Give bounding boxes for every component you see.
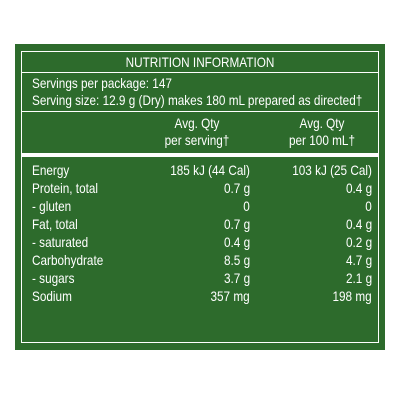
row-value-per-serving: 0.7 g [223,216,250,232]
row-value-per-100ml: 0.4 g [345,180,372,196]
row-value-per-serving: 8.5 g [223,252,250,268]
header-per-serving-line1: Avg. Qty [174,115,220,131]
row-value-per-100ml: 0 [365,198,372,214]
row-value-per-serving: 3.7 g [223,270,250,286]
divider [22,72,378,73]
row-value-per-serving: 357 mg [210,288,250,304]
row-label: - saturated [32,234,89,250]
row-value-per-serving: 0.4 g [223,234,250,250]
row-label: - sugars [32,270,75,286]
row-label: Fat, total [32,216,78,232]
row-label: Protein, total [32,180,99,196]
row-value-per-100ml: 0.4 g [345,216,372,232]
divider [22,111,378,112]
row-value-per-100ml: 0.2 g [345,234,372,250]
header-per-100ml-line2: per 100 mL† [288,132,356,148]
row-value-per-100ml: 103 kJ (25 Cal) [292,162,372,178]
nutrition-table: NUTRITION INFORMATION Servings per packa… [21,51,379,343]
header-per-100ml-line1: Avg. Qty [299,115,345,131]
header-divider-thick [22,153,378,157]
row-value-per-100ml: 4.7 g [345,252,372,268]
row-label: Carbohydrate [32,252,104,268]
row-value-per-serving: 0 [243,198,250,214]
row-label: Sodium [32,288,72,304]
header-per-serving-line2: per serving† [164,132,230,148]
table-title: NUTRITION INFORMATION [125,54,275,70]
row-label: Energy [32,162,70,178]
row-value-per-serving: 185 kJ (44 Cal) [170,162,250,178]
nutrition-panel: NUTRITION INFORMATION Servings per packa… [15,44,385,350]
serving-size: Serving size: 12.9 g (Dry) makes 180 mL … [32,92,363,108]
row-value-per-serving: 0.7 g [223,180,250,196]
row-label: - gluten [32,198,72,214]
servings-per-package: Servings per package: 147 [32,75,172,91]
row-value-per-100ml: 198 mg [332,288,372,304]
row-value-per-100ml: 2.1 g [345,270,372,286]
